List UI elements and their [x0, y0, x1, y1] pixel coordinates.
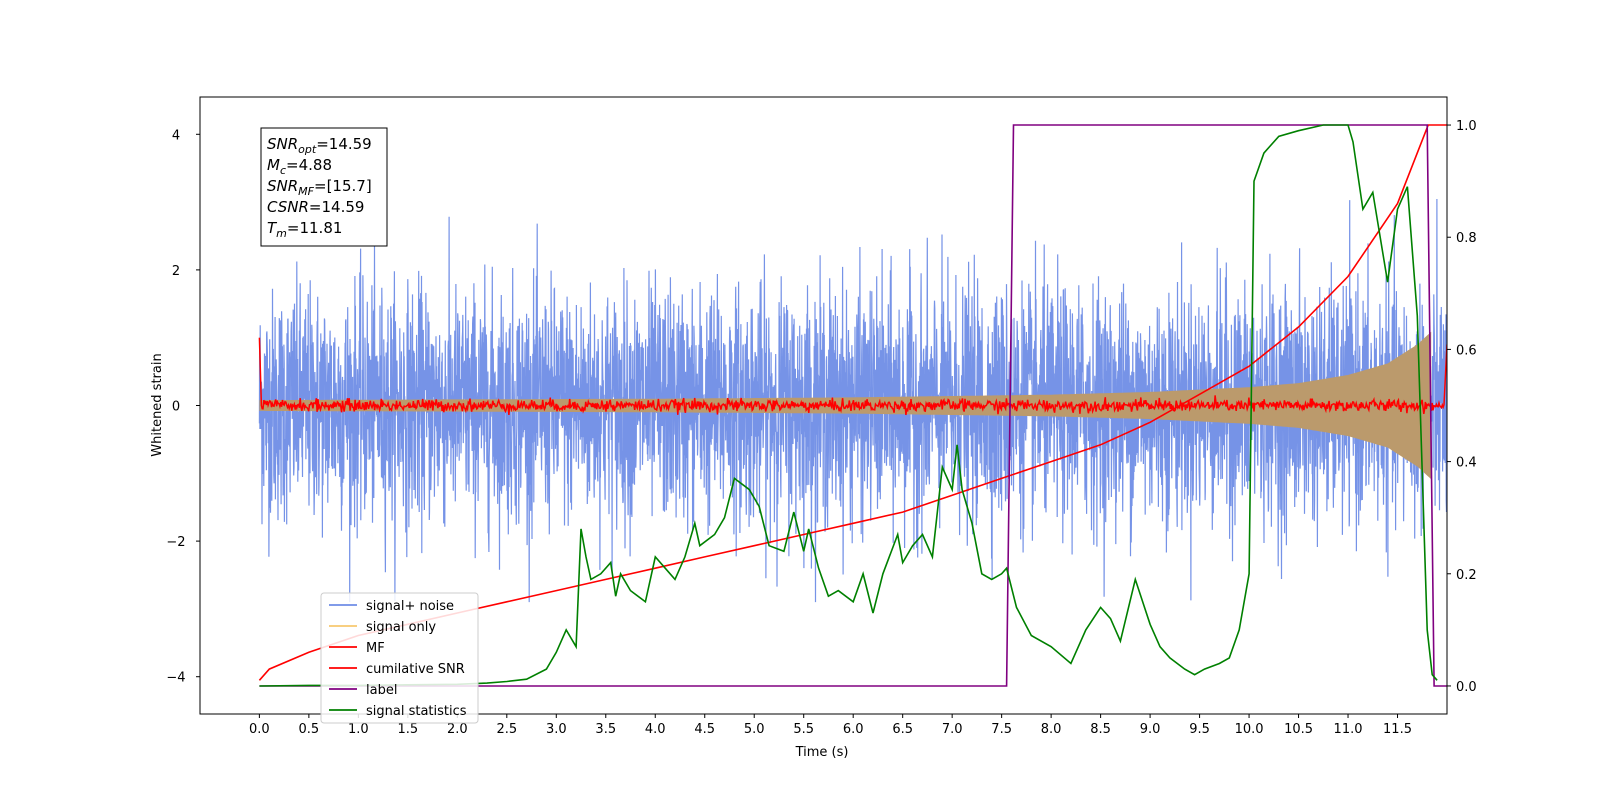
x-tick-label: 3.0 [546, 722, 567, 737]
stats-annotation-line: SNRMF=[15.7] [267, 177, 372, 198]
y2-tick-label: 0.2 [1456, 568, 1477, 583]
series-signal-statistics-line [259, 124, 1438, 687]
legend-label: signal+ noise [366, 599, 454, 614]
stats-annotation-symbol: SNR [267, 135, 298, 153]
x-tick-label: 9.0 [1140, 722, 1161, 737]
y2-tick-label: 0.4 [1456, 456, 1477, 471]
x-tick-label: 8.0 [1041, 722, 1062, 737]
x-tick-label: 4.5 [694, 722, 715, 737]
x-tick-label: 11.5 [1383, 722, 1412, 737]
x-tick-label: 11.0 [1334, 722, 1363, 737]
y-axis-right: 1.0 0.8 0.6 0.4 0.2 0.0 [1447, 119, 1477, 695]
stats-annotation-subscript: c [280, 164, 286, 177]
x-tick-label: 7.0 [942, 722, 963, 737]
stats-annotation-line: Tm=11.81 [267, 219, 342, 240]
x-axis-title: Time (s) [795, 745, 849, 760]
stats-annotation-symbol: T [267, 219, 278, 237]
y-tick-label: 2 [172, 264, 180, 279]
y-tick-label: 4 [172, 128, 180, 143]
stats-annotation-subscript: MF [298, 185, 314, 198]
x-tick-label: 3.5 [595, 722, 616, 737]
x-tick-label: 10.0 [1235, 722, 1264, 737]
legend-label: MF [366, 641, 385, 656]
legend-label: cumilative SNR [366, 662, 465, 677]
stats-annotation-subscript: opt [298, 143, 317, 156]
y2-tick-label: 1.0 [1456, 119, 1477, 134]
legend-label: label [366, 683, 397, 698]
y-axis-title: Whitened strain [150, 353, 165, 456]
legend: signal+ noise signal only MF cumilative SNR… [320, 592, 479, 724]
stats-annotation-subscript: m [276, 227, 287, 240]
stats-annotation-line: Mc=4.88 [267, 156, 332, 177]
y2-tick-label: 0.6 [1456, 343, 1477, 358]
y-tick-label: −2 [166, 535, 185, 550]
stats-annotation-box: SNRopt=14.59Mc=4.88SNRMF=[15.7]CSNR=14.5… [260, 127, 388, 247]
legend-label: signal statistics [366, 704, 467, 719]
y-axis-left: 4 2 0 −2 −4 [166, 128, 200, 686]
x-tick-label: 9.5 [1189, 722, 1210, 737]
stats-annotation-symbol: M [267, 156, 280, 174]
stats-annotation-value: =11.81 [287, 219, 343, 237]
x-tick-label: 10.5 [1284, 722, 1313, 737]
y2-tick-label: 0.8 [1456, 231, 1477, 246]
x-tick-label: 0.5 [299, 722, 320, 737]
series-signal-only-band [259, 331, 1432, 480]
x-tick-label: 5.0 [744, 722, 765, 737]
y-tick-label: −4 [166, 671, 185, 686]
series-label-line [259, 124, 1447, 687]
stats-annotation-value: =[15.7] [314, 177, 372, 195]
x-tick-label: 6.0 [843, 722, 864, 737]
x-tick-label: 0.0 [249, 722, 270, 737]
x-axis: 0.0 0.5 1.0 1.5 2.0 2.5 3.0 3.5 4.0 4.5 5.0 5.5 6.0 6… [249, 714, 1412, 737]
stats-annotation-frame [260, 127, 388, 247]
x-tick-label: 7.5 [991, 722, 1012, 737]
stats-annotation-symbol: CSNR [267, 198, 309, 216]
stats-annotation-value: =4.88 [286, 156, 332, 174]
y-tick-label: 0 [172, 400, 180, 415]
series-signal-noise-line [258, 198, 1447, 603]
x-tick-label: 5.5 [793, 722, 814, 737]
x-tick-label: 8.5 [1090, 722, 1111, 737]
legend-frame [320, 592, 479, 724]
x-tick-label: 1.5 [397, 722, 418, 737]
x-tick-label: 4.0 [645, 722, 666, 737]
stats-annotation-value: =14.59 [309, 198, 365, 216]
x-tick-label: 2.5 [496, 722, 517, 737]
x-tick-label: 2.0 [447, 722, 468, 737]
x-tick-label: 6.5 [892, 722, 913, 737]
series-mf-line [258, 337, 1447, 416]
stats-annotation-line: SNRopt=14.59 [267, 135, 372, 156]
stats-annotation-symbol: SNR [267, 177, 298, 195]
stats-annotation-value: =14.59 [316, 135, 372, 153]
y2-tick-label: 0.0 [1456, 680, 1477, 695]
legend-label: signal only [366, 620, 436, 635]
x-tick-label: 1.0 [348, 722, 369, 737]
stats-annotation-line: CSNR=14.59 [267, 198, 364, 216]
